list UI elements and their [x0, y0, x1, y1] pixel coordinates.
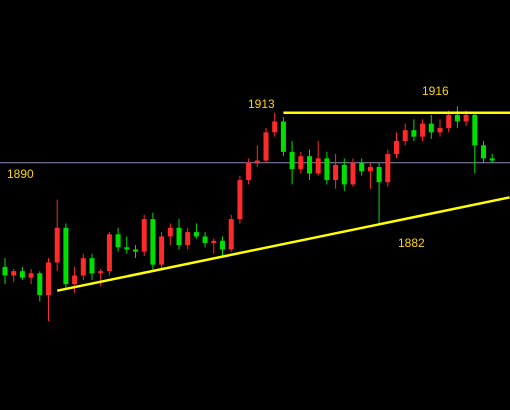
candle-body: [150, 219, 156, 265]
candle-body: [402, 130, 408, 142]
candle-body: [89, 258, 95, 274]
candle-body: [289, 151, 295, 170]
candle-body: [176, 227, 182, 246]
candle-body: [489, 158, 495, 161]
candle-body: [46, 262, 51, 296]
candle-body: [220, 240, 225, 250]
candle-body: [185, 232, 191, 246]
candle-body: [124, 247, 130, 250]
candle-body: [167, 227, 173, 237]
candle-body: [394, 141, 399, 155]
candle-body: [159, 236, 165, 265]
candle-body: [106, 234, 112, 272]
candle-body: [315, 158, 321, 174]
candle-body: [454, 114, 460, 122]
candle-body: [341, 164, 347, 185]
candle-body: [115, 234, 121, 248]
candle-body: [211, 240, 217, 243]
candle-body: [54, 227, 60, 263]
candle-body: [28, 273, 34, 278]
candle-body: [472, 114, 478, 146]
candle-body: [263, 132, 269, 161]
candle-body: [246, 162, 252, 181]
candle-body: [428, 123, 434, 133]
candle-body: [333, 164, 339, 181]
candle-body: [463, 114, 469, 122]
candle-body: [72, 275, 78, 285]
candle-body: [2, 266, 8, 276]
candle-body: [19, 271, 25, 278]
candle-body: [359, 162, 365, 172]
candle-body: [280, 121, 286, 152]
candle-body: [63, 227, 69, 285]
candle-body: [446, 114, 452, 128]
candle-body: [324, 158, 330, 181]
trend-line: [56, 196, 510, 292]
candle-body: [11, 271, 17, 276]
candle-body: [202, 236, 208, 243]
price-annotation: 1890: [7, 167, 34, 181]
candle-body: [385, 154, 391, 183]
candle-body: [350, 162, 356, 185]
price-annotation: 1913: [248, 97, 275, 111]
candle-body: [193, 232, 199, 237]
candle-body: [228, 219, 234, 250]
candle-body: [481, 145, 486, 159]
candle-body: [437, 127, 443, 133]
candle-body: [420, 123, 426, 137]
candle-body: [307, 156, 312, 174]
candle-body: [411, 130, 417, 137]
candle-body: [98, 271, 104, 274]
price-annotation: 1882: [398, 236, 425, 250]
price-annotation: 1916: [422, 84, 449, 98]
candle-body: [272, 121, 278, 133]
candle-body: [37, 273, 43, 296]
candle-body: [376, 167, 382, 183]
candle-body: [367, 167, 373, 172]
candle-body: [133, 249, 138, 252]
candle-body: [298, 156, 304, 170]
candle-body: [254, 160, 260, 163]
candle-body: [237, 180, 243, 220]
candle-body: [141, 219, 147, 252]
candle-body: [80, 258, 86, 276]
